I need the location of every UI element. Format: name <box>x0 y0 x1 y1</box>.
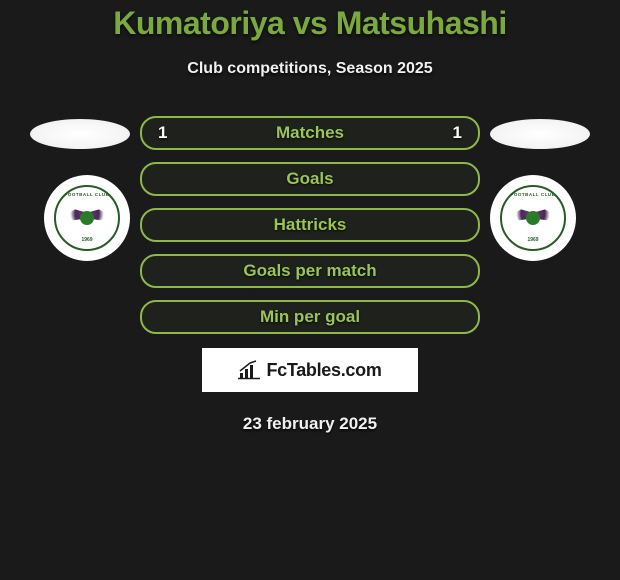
player1-club-badge: FOOTBALL CLUB 1969 <box>44 175 130 261</box>
main-container: Kumatoriya vs Matsuhashi Club competitio… <box>0 0 620 434</box>
club-badge-inner: FOOTBALL CLUB 1969 <box>54 185 120 251</box>
club-badge-year: 1969 <box>81 237 92 243</box>
club-badge-top-text: FOOTBALL CLUB <box>65 192 110 197</box>
club-emblem-icon <box>513 203 553 235</box>
player2-avatar <box>490 119 590 149</box>
stat-label: Hattricks <box>274 215 347 235</box>
stat-row-goals-per-match: Goals per match <box>140 254 480 288</box>
club-badge-year: 1969 <box>527 237 538 243</box>
club-badge-inner: FOOTBALL CLUB 1969 <box>500 185 566 251</box>
stat-row-goals: Goals <box>140 162 480 196</box>
stat-label: Goals per match <box>243 261 376 281</box>
stat-row-matches: 1 Matches 1 <box>140 116 480 150</box>
right-column: FOOTBALL CLUB 1969 <box>490 116 600 261</box>
club-emblem-icon <box>67 203 107 235</box>
stat-label: Min per goal <box>260 307 360 327</box>
stat-left-value: 1 <box>158 123 167 143</box>
stat-row-hattricks: Hattricks <box>140 208 480 242</box>
page-title: Kumatoriya vs Matsuhashi <box>0 5 620 42</box>
page-subtitle: Club competitions, Season 2025 <box>0 60 620 78</box>
stat-label: Goals <box>286 169 333 189</box>
left-column: FOOTBALL CLUB 1969 <box>20 116 130 261</box>
stat-label: Matches <box>276 123 344 143</box>
stat-row-min-per-goal: Min per goal <box>140 300 480 334</box>
player2-club-badge: FOOTBALL CLUB 1969 <box>490 175 576 261</box>
brand-text: FcTables.com <box>266 360 381 381</box>
footer-date: 23 february 2025 <box>0 414 620 434</box>
stats-column: 1 Matches 1 Goals Hattricks Goals per ma… <box>140 116 480 334</box>
brand-badge[interactable]: FcTables.com <box>202 348 418 392</box>
player1-avatar <box>30 119 130 149</box>
brand-chart-icon <box>238 360 260 380</box>
stat-right-value: 1 <box>453 123 462 143</box>
club-badge-top-text: FOOTBALL CLUB <box>511 192 556 197</box>
comparison-row: FOOTBALL CLUB 1969 1 Matches 1 Goals <box>0 116 620 334</box>
